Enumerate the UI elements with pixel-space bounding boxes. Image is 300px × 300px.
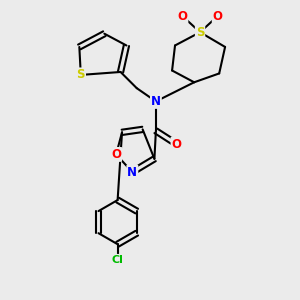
Text: O: O <box>172 138 182 151</box>
Text: O: O <box>213 10 223 22</box>
Text: O: O <box>111 148 121 161</box>
Text: O: O <box>177 10 188 22</box>
Text: S: S <box>196 26 204 39</box>
Text: Cl: Cl <box>112 255 124 265</box>
Text: S: S <box>76 68 85 81</box>
Text: N: N <box>151 95 161 108</box>
Text: N: N <box>127 166 137 178</box>
